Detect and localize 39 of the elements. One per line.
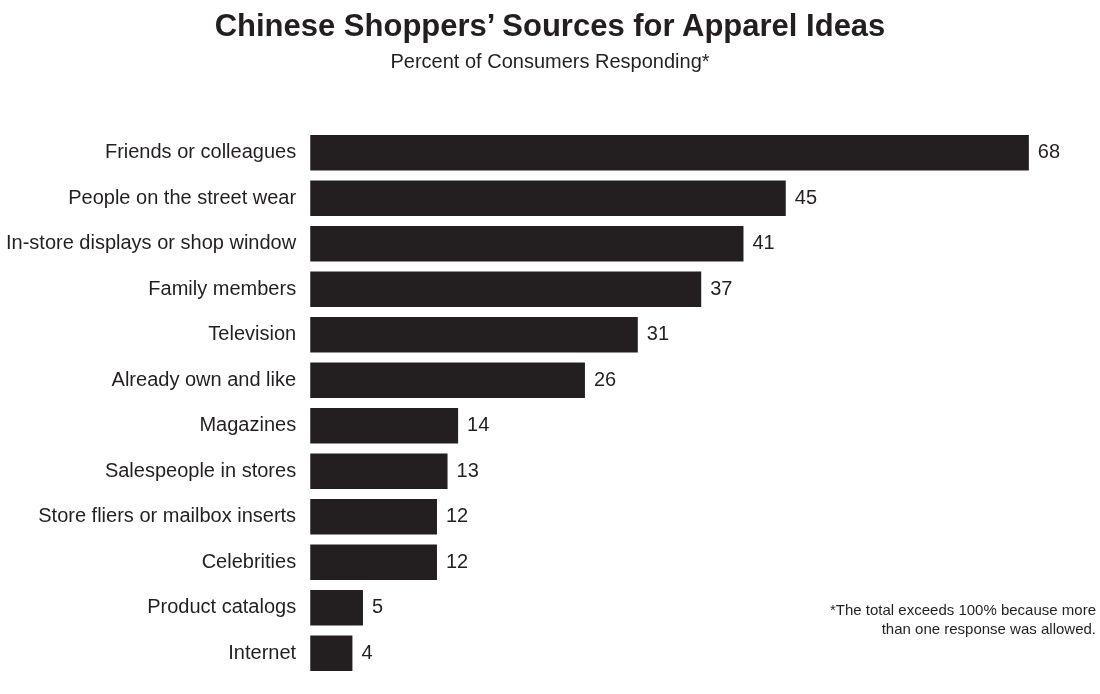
y-tick-label: Already own and like [111,367,297,390]
bar [310,544,437,580]
bar [310,226,744,262]
bar [310,453,448,489]
data-label: 4 [361,640,373,663]
data-label: 26 [593,367,617,390]
bar [310,135,1029,171]
bar [310,271,702,307]
y-tick-label: Magazines [199,413,297,436]
data-label: 12 [445,504,469,527]
bar [310,317,638,353]
y-tick-label: Television [208,322,297,345]
bar [310,180,786,216]
bar [310,408,459,444]
data-label: 14 [467,413,490,436]
y-tick-label: Friends or colleagues [104,140,297,163]
bar [310,362,585,398]
chart-subtitle: Percent of Consumers Responding* [389,50,711,73]
data-label: 12 [445,549,469,572]
y-tick-label: Internet [228,640,297,663]
y-tick-label: Salespeople in stores [104,458,297,481]
y-tick-label: In-store displays or shop window [6,231,297,254]
y-tick-label: Celebrities [201,549,297,572]
y-tick-label: Product catalogs [147,595,297,618]
bar [310,590,363,626]
data-label: 13 [456,458,479,481]
data-label: 31 [646,322,670,345]
y-tick-label: People on the street wear [68,185,297,208]
data-label: 37 [710,276,733,299]
y-tick-label: Family members [148,276,297,299]
bar [310,635,353,671]
bar [310,499,437,535]
data-label: 5 [371,595,384,618]
chart-title: Chinese Shoppers’ Sources for Apparel Ideas [213,8,887,44]
data-label: 45 [794,185,818,208]
y-tick-label: Store fliers or mailbox inserts [38,504,297,527]
data-label: 68 [1037,140,1061,163]
annotation: *The total exceeds 100% because more than one response was allowed. [829,600,1096,638]
data-label: 41 [752,231,775,254]
